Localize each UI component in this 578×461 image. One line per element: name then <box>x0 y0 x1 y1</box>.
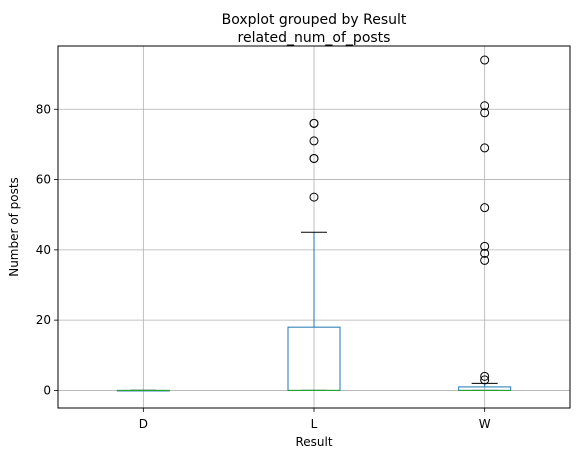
y-tick-label: 40 <box>36 243 51 257</box>
flier-point <box>309 192 319 202</box>
flier-point <box>480 371 490 381</box>
flier-point <box>480 375 490 385</box>
x-tick-label: L <box>311 417 318 431</box>
flier-point <box>480 248 490 258</box>
box-group-W <box>458 55 512 392</box>
flier-point <box>480 55 490 65</box>
flier-point <box>480 101 490 111</box>
x-axis-label: Result <box>295 435 332 449</box>
flier-point <box>309 136 319 146</box>
y-tick-label: 0 <box>43 383 51 397</box>
x-tick-label: W <box>479 417 491 431</box>
y-axis-label: Number of posts <box>7 177 21 277</box>
y-tick-label: 20 <box>36 313 51 327</box>
box-group-L <box>287 118 341 392</box>
chart-suptitle: Boxplot grouped by Result <box>222 12 407 28</box>
flier-point <box>480 203 490 213</box>
flier-point <box>480 255 490 265</box>
box-group-D <box>116 389 170 392</box>
flier-point <box>480 108 490 118</box>
flier-point <box>309 153 319 163</box>
grid <box>58 46 570 408</box>
y-tick-label: 60 <box>36 173 51 187</box>
flier-point <box>480 241 490 251</box>
flier-point <box>309 118 319 128</box>
chart-title: related_num_of_posts <box>238 30 391 46</box>
y-tick-label: 80 <box>36 102 51 116</box>
flier-point <box>480 143 490 153</box>
plot-area <box>116 55 512 392</box>
x-tick-label: D <box>139 417 148 431</box>
y-axis: 0 20 40 60 80 <box>36 102 58 397</box>
